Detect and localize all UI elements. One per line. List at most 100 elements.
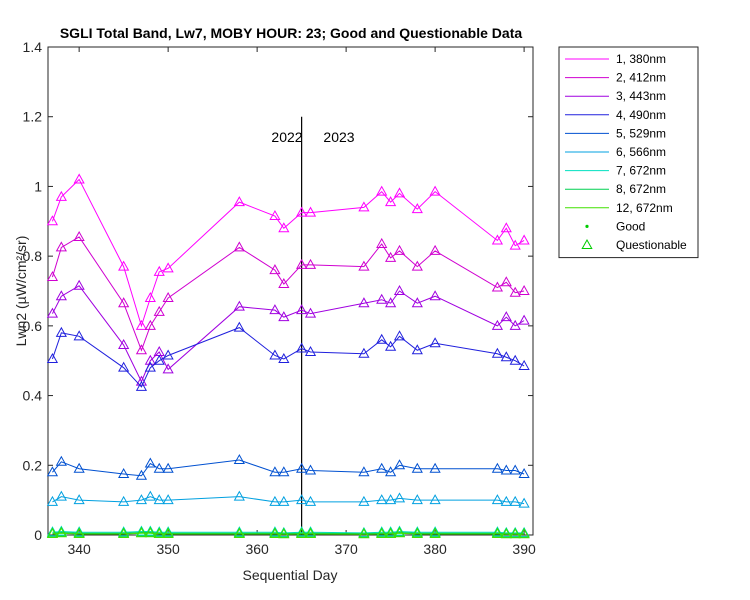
y-tick-label: 1.4: [23, 39, 43, 55]
data-point: [429, 244, 441, 255]
data-point: [429, 337, 441, 348]
legend-label: 7, 672nm: [616, 164, 666, 178]
data-point: [385, 494, 397, 505]
data-point: [393, 527, 406, 538]
data-point: [491, 281, 504, 292]
data-point: [118, 495, 130, 506]
data-point: [46, 495, 59, 506]
legend: 1, 380nm 2, 412nm 3, 443nm 4, 490nm 5, 529nm…: [558, 46, 699, 259]
data-point: [376, 526, 388, 537]
data-point: [55, 455, 67, 466]
data-point: [162, 526, 174, 537]
data-point: [278, 222, 290, 233]
y-tick-label: 0.2: [23, 457, 43, 473]
data-point: [358, 495, 370, 506]
y-tick-label: 0: [34, 527, 42, 543]
x-tick-label: 390: [512, 541, 536, 557]
data-point: [385, 297, 397, 308]
data-point: [518, 467, 530, 478]
x-tick-label: 350: [156, 541, 180, 557]
data-point: [153, 494, 165, 505]
data-point: [73, 462, 85, 473]
legend-label: Questionable: [616, 238, 687, 252]
data-point: [118, 339, 130, 350]
data-point: [46, 527, 59, 538]
data-point: [385, 251, 397, 262]
data-point: [73, 230, 85, 241]
data-point: [491, 526, 504, 537]
data-point: [491, 319, 504, 330]
data-point: [518, 284, 530, 295]
data-point: [393, 459, 406, 470]
data-point: [135, 469, 148, 480]
data-point: [500, 351, 512, 362]
data-point: [135, 527, 148, 538]
data-point: [144, 291, 156, 302]
data-point: [153, 526, 165, 537]
data-point: [233, 527, 245, 538]
data-point: [376, 185, 388, 196]
data-point: [411, 203, 423, 214]
data-point: [393, 187, 406, 198]
data-point: [429, 494, 441, 505]
data-point: [46, 215, 59, 226]
legend-label: 8, 672nm: [616, 182, 666, 196]
data-point: [296, 527, 308, 538]
data-point: [500, 495, 512, 506]
x-axis-label: Sequential Day: [243, 567, 338, 583]
series-line: [52, 496, 525, 505]
data-point: [73, 279, 85, 290]
data-point: [46, 526, 59, 537]
data-point: [429, 185, 441, 196]
data-point: [55, 525, 67, 536]
data-point: [278, 466, 290, 477]
legend-label: 2, 412nm: [616, 71, 666, 85]
data-point: [376, 527, 388, 538]
data-point: [55, 326, 67, 337]
data-point: [509, 239, 521, 250]
data-point: [411, 527, 423, 538]
data-point: [358, 260, 370, 271]
data-point: [509, 528, 521, 539]
data-point: [358, 347, 370, 358]
data-point: [118, 260, 130, 271]
data-point: [153, 527, 165, 538]
data-point: [162, 363, 174, 374]
data-point: [55, 190, 67, 201]
data-point: [411, 344, 423, 355]
data-point: [296, 342, 308, 353]
data-point: [411, 260, 423, 271]
data-point: [358, 201, 370, 212]
data-point: [393, 330, 406, 341]
data-point: [118, 297, 130, 308]
data-point: [144, 490, 156, 501]
data-point: [500, 222, 512, 233]
y-tick-label: 1.2: [23, 109, 43, 125]
data-point: [296, 258, 308, 269]
y-tick-label: 0.6: [23, 318, 43, 334]
data-point: [500, 528, 512, 539]
data-point: [233, 526, 245, 537]
data-point: [278, 495, 290, 506]
legend-label: 5, 529nm: [616, 126, 666, 140]
data-point: [144, 457, 156, 468]
data-point: [118, 361, 130, 372]
data-point: [162, 262, 174, 273]
data-point: [269, 264, 281, 275]
legend-label: 1, 380nm: [616, 52, 666, 66]
series-line: [52, 459, 525, 477]
data-point: [509, 354, 521, 365]
data-point: [144, 527, 156, 538]
data-point: [376, 462, 388, 473]
data-point: [162, 494, 174, 505]
legend-triangle-marker: [581, 238, 593, 249]
data-point: [118, 527, 130, 538]
legend-dot-marker: [585, 224, 589, 228]
data-point: [304, 206, 317, 217]
data-point: [46, 271, 59, 282]
annotation-2023: 2023: [323, 129, 354, 145]
data-point: [518, 314, 530, 325]
data-point: [135, 380, 148, 391]
data-point: [278, 528, 290, 539]
